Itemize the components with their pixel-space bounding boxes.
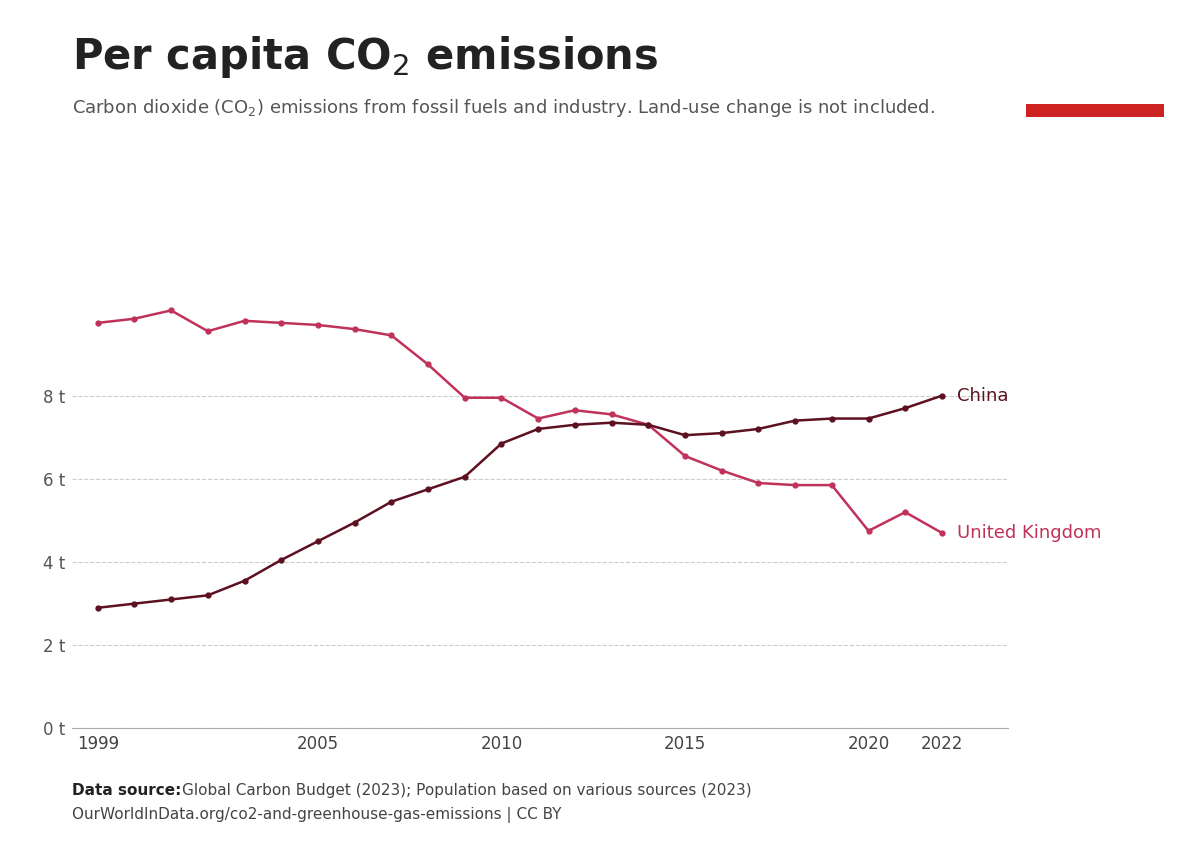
Text: Carbon dioxide (CO$_2$) emissions from fossil fuels and industry. Land-use chang: Carbon dioxide (CO$_2$) emissions from f…	[72, 97, 935, 119]
Text: Global Carbon Budget (2023); Population based on various sources (2023): Global Carbon Budget (2023); Population …	[182, 783, 752, 799]
Bar	[1026, 104, 1164, 117]
Text: Per capita CO$_2$ emissions: Per capita CO$_2$ emissions	[72, 34, 659, 80]
Text: China: China	[956, 387, 1008, 405]
Text: OurWorldInData.org/co2-and-greenhouse-gas-emissions | CC BY: OurWorldInData.org/co2-and-greenhouse-ga…	[72, 807, 562, 823]
Text: United Kingdom: United Kingdom	[956, 524, 1102, 542]
Text: in Data: in Data	[1062, 70, 1128, 86]
Text: Data source:: Data source:	[72, 783, 181, 799]
Text: Our World: Our World	[1049, 42, 1141, 56]
